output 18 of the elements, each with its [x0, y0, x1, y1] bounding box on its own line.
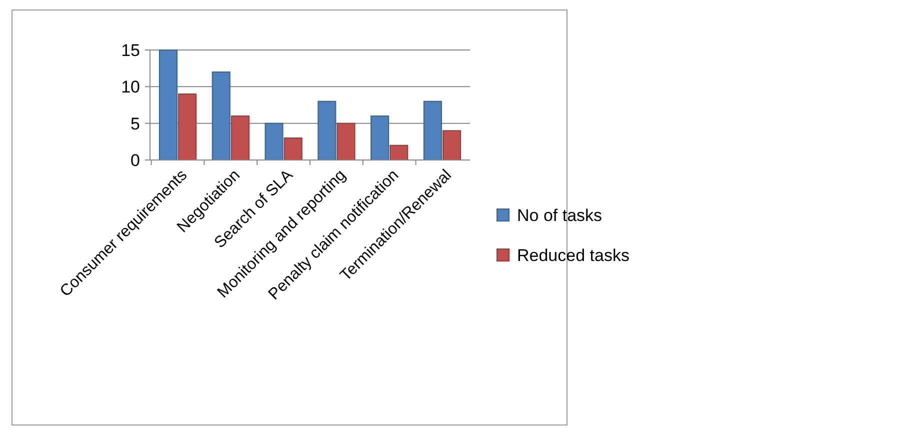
- bar: [230, 116, 250, 160]
- bar: [390, 144, 408, 160]
- bar: [178, 94, 197, 160]
- bar: [336, 122, 356, 160]
- legend-label: No of tasks: [517, 206, 602, 225]
- bar: [284, 138, 302, 160]
- bar: [158, 50, 178, 160]
- y-tick-label: 5: [130, 114, 140, 134]
- y-tick-label: 15: [121, 40, 140, 60]
- bar: [442, 130, 462, 160]
- bar: [423, 100, 442, 160]
- bar: [370, 116, 390, 160]
- y-tick-label: 0: [130, 150, 140, 170]
- y-tick-label: 10: [121, 78, 140, 97]
- legend-label: Reduced tasks: [517, 246, 630, 265]
- bar: [264, 122, 284, 160]
- bar: [212, 72, 230, 160]
- bar: [318, 100, 336, 160]
